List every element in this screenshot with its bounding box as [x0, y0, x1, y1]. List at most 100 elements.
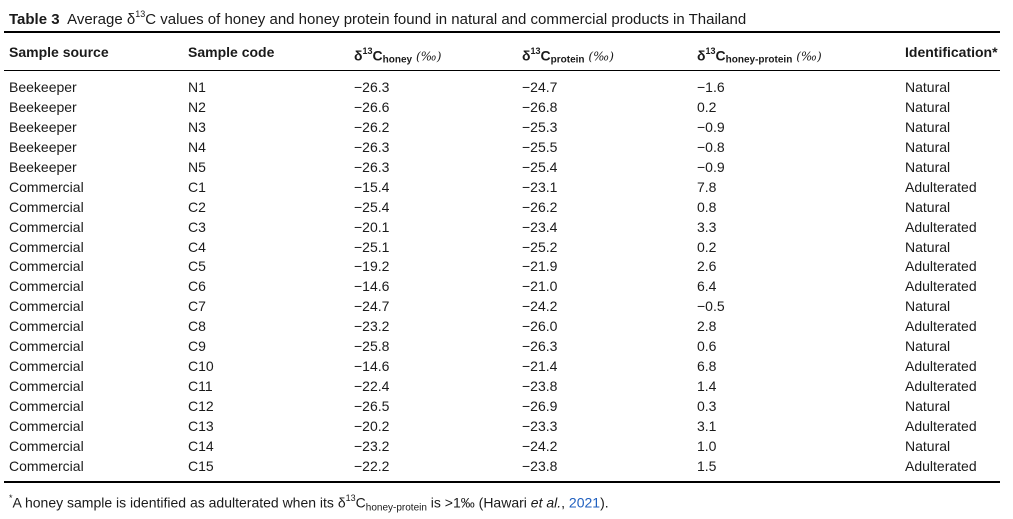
cell-delta-honey: −23.2 [354, 318, 390, 335]
header-unit: (‰) [588, 49, 614, 64]
cell-delta-honey: −20.1 [354, 218, 390, 235]
table-row: Commercial C4 −25.1 −25.2 0.2 Natural [0, 238, 1013, 258]
cell-delta-honey-protein: 0.3 [697, 398, 717, 414]
cell-delta-honey-protein: 6.8 [697, 358, 717, 375]
table-footnote: *A honey sample is identified as adulter… [9, 489, 609, 519]
cell-delta-honey: −14.6 [354, 278, 390, 295]
cell-delta-honey: −14.6 [354, 358, 390, 375]
cell-sample-source: Commercial [9, 417, 84, 434]
cell-sample-source: Commercial [9, 238, 84, 255]
cell-sample-source: Commercial [9, 378, 84, 395]
header-delta: δ [697, 47, 706, 64]
cell-sample-code: N4 [188, 138, 206, 155]
header-sample-source: Sample source [9, 44, 109, 60]
cell-delta-honey-protein: 6.4 [697, 278, 717, 295]
cell-sample-source: Commercial [9, 457, 84, 474]
cell-delta-protein: −21.4 [522, 358, 558, 375]
cell-delta-honey-protein: 1.4 [697, 378, 717, 395]
footnote-year-link[interactable]: 2021 [568, 494, 601, 511]
cell-identification: Adulterated [905, 258, 977, 275]
cell-sample-code: C6 [188, 278, 206, 295]
cell-sample-code: C13 [188, 417, 214, 434]
table-row: Commercial C15 −22.2 −23.8 1.5 Adulterated [0, 457, 1013, 477]
cell-delta-protein: −21.9 [522, 258, 558, 275]
cell-delta-honey: −26.3 [354, 79, 390, 95]
cell-identification: Adulterated [905, 178, 977, 195]
cell-delta-honey-protein: 3.1 [697, 417, 717, 434]
table-row: Commercial C14 −23.2 −24.2 1.0 Natural [0, 437, 1013, 457]
cell-delta-protein: −26.2 [522, 198, 558, 215]
footnote-c: C [355, 494, 366, 511]
cell-delta-honey: −26.2 [354, 118, 390, 135]
header-honey-sub: honey [382, 54, 413, 66]
cell-identification: Natural [905, 238, 951, 255]
cell-sample-code: C5 [188, 258, 206, 275]
footnote-text-3: , [561, 494, 569, 511]
cell-sample-source: Beekeeper [9, 118, 77, 135]
cell-delta-protein: −23.4 [522, 218, 558, 235]
cell-delta-honey-protein: 0.8 [697, 198, 717, 215]
cell-delta-honey-protein: −0.5 [697, 298, 725, 315]
caption-text-after: C values of honey and honey protein foun… [145, 11, 747, 28]
cell-delta-honey-protein: 0.2 [697, 98, 717, 115]
table-row: Commercial C12 −26.5 −26.9 0.3 Natural [0, 397, 1013, 417]
cell-identification: Adulterated [905, 358, 977, 375]
header-rule [4, 70, 1000, 71]
cell-delta-honey-protein: 0.6 [697, 338, 717, 355]
cell-sample-code: C11 [188, 378, 213, 395]
cell-sample-code: N2 [188, 98, 206, 115]
cell-delta-protein: −25.3 [522, 118, 558, 135]
cell-sample-code: C2 [188, 198, 206, 215]
cell-delta-honey: −26.3 [354, 158, 390, 175]
cell-identification: Natural [905, 79, 951, 95]
cell-delta-honey-protein: 0.2 [697, 238, 717, 255]
cell-delta-protein: −25.4 [522, 158, 558, 175]
table-label: Table 3 [9, 11, 60, 28]
cell-delta-honey: −26.5 [354, 398, 390, 414]
footnote-marker: * [9, 493, 13, 503]
cell-sample-code: C9 [188, 338, 206, 355]
table-row: Commercial C6 −14.6 −21.0 6.4 Adulterated [0, 277, 1013, 297]
footnote-sup: 13 [345, 493, 356, 503]
cell-sample-code: N5 [188, 158, 206, 175]
top-rule [4, 31, 1000, 33]
cell-sample-source: Commercial [9, 358, 84, 375]
footnote-etal: et al. [530, 494, 562, 511]
cell-sample-code: N1 [188, 79, 206, 95]
cell-identification: Adulterated [905, 378, 977, 395]
cell-delta-protein: −25.2 [522, 238, 558, 255]
cell-identification: Natural [905, 138, 951, 155]
cell-sample-code: C8 [188, 318, 206, 335]
header-sup: 13 [705, 46, 716, 56]
cell-identification: Natural [905, 338, 951, 355]
cell-sample-code: C7 [188, 298, 206, 315]
cell-sample-code: C14 [188, 437, 214, 454]
cell-identification: Adulterated [905, 457, 977, 474]
cell-identification: Natural [905, 98, 951, 115]
table-row: Commercial C1 −15.4 −23.1 7.8 Adulterated [0, 178, 1013, 198]
bottom-rule [4, 481, 1000, 483]
cell-delta-protein: −23.8 [522, 457, 558, 474]
cell-sample-code: C10 [188, 358, 214, 375]
cell-delta-honey-protein: −0.9 [697, 158, 725, 175]
cell-delta-protein: −23.1 [522, 178, 558, 195]
footnote-text-1: A honey sample is identified as adultera… [12, 494, 346, 511]
header-unit: (‰) [796, 49, 822, 64]
cell-delta-protein: −25.5 [522, 138, 558, 155]
table-row: Commercial C9 −25.8 −26.3 0.6 Natural [0, 337, 1013, 357]
cell-sample-code: C3 [188, 218, 206, 235]
cell-delta-honey: −20.2 [354, 417, 390, 434]
footnote-sub: honey-protein [365, 502, 427, 514]
cell-sample-source: Commercial [9, 198, 84, 215]
cell-delta-honey: −26.6 [354, 98, 390, 115]
footnote-text-2: is >1‰ (Hawari [426, 494, 531, 511]
cell-sample-source: Beekeeper [9, 158, 77, 175]
cell-delta-protein: −23.3 [522, 417, 558, 434]
cell-identification: Natural [905, 437, 951, 454]
cell-delta-honey-protein: 1.0 [697, 437, 717, 454]
cell-delta-honey: −23.2 [354, 437, 390, 454]
cell-sample-source: Commercial [9, 298, 84, 315]
cell-delta-honey: −22.2 [354, 457, 390, 474]
cell-identification: Natural [905, 158, 951, 175]
cell-sample-source: Commercial [9, 398, 84, 414]
